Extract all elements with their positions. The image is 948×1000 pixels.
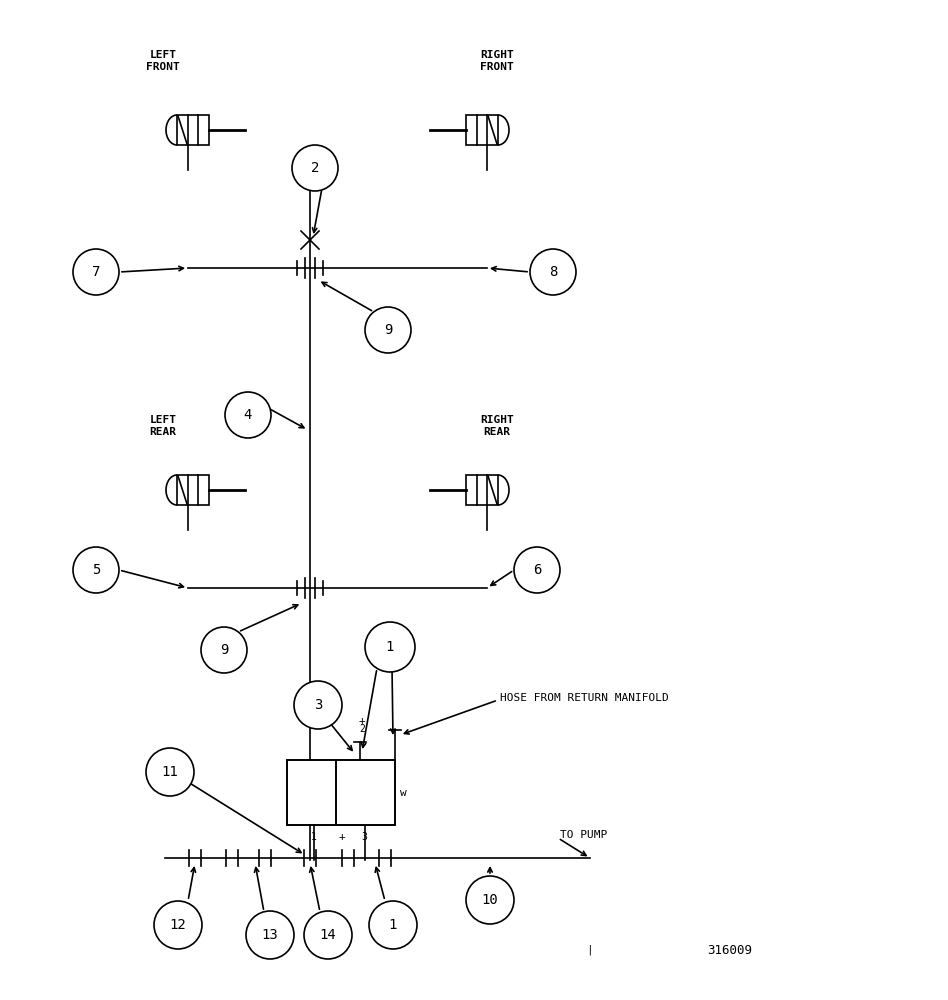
Text: 9: 9 <box>384 323 392 337</box>
Bar <box>466 115 498 145</box>
Text: 5: 5 <box>92 563 100 577</box>
Text: 13: 13 <box>262 928 279 942</box>
Text: 2: 2 <box>359 724 365 734</box>
Text: 6: 6 <box>533 563 541 577</box>
Circle shape <box>304 911 352 959</box>
Text: 1: 1 <box>389 918 397 932</box>
Circle shape <box>466 876 514 924</box>
Text: |: | <box>587 945 593 955</box>
Text: +: + <box>358 716 365 726</box>
Text: 7: 7 <box>92 265 100 279</box>
Text: 10: 10 <box>482 893 499 907</box>
Circle shape <box>514 547 560 593</box>
Circle shape <box>365 622 415 672</box>
Circle shape <box>369 901 417 949</box>
Circle shape <box>294 681 342 729</box>
Bar <box>177 115 209 145</box>
Text: 316009: 316009 <box>707 944 753 956</box>
Text: 3: 3 <box>362 832 368 842</box>
Text: 4: 4 <box>244 408 252 422</box>
Text: 14: 14 <box>319 928 337 942</box>
Text: 2: 2 <box>311 161 319 175</box>
Circle shape <box>225 392 271 438</box>
Text: 11: 11 <box>161 765 178 779</box>
Text: RIGHT
REAR: RIGHT REAR <box>480 415 514 437</box>
Text: 9: 9 <box>220 643 228 657</box>
Circle shape <box>530 249 576 295</box>
Text: 12: 12 <box>170 918 187 932</box>
Circle shape <box>246 911 294 959</box>
Text: LEFT
REAR: LEFT REAR <box>150 415 176 437</box>
Circle shape <box>146 748 194 796</box>
Circle shape <box>154 901 202 949</box>
Text: 1: 1 <box>386 640 394 654</box>
Text: +: + <box>338 832 345 842</box>
Circle shape <box>73 547 119 593</box>
Circle shape <box>73 249 119 295</box>
Text: 1: 1 <box>311 832 317 842</box>
Circle shape <box>365 307 411 353</box>
Text: 8: 8 <box>549 265 557 279</box>
Circle shape <box>292 145 338 191</box>
Bar <box>336 760 395 825</box>
Text: LEFT
FRONT: LEFT FRONT <box>146 50 180 72</box>
Text: HOSE FROM RETURN MANIFOLD: HOSE FROM RETURN MANIFOLD <box>500 693 668 703</box>
Bar <box>287 760 395 825</box>
Text: w: w <box>400 788 407 798</box>
Bar <box>287 760 336 825</box>
Circle shape <box>201 627 247 673</box>
Text: RIGHT
FRONT: RIGHT FRONT <box>480 50 514 72</box>
Text: TO PUMP: TO PUMP <box>560 830 608 840</box>
Bar <box>177 475 209 505</box>
Text: 3: 3 <box>314 698 322 712</box>
Bar <box>466 475 498 505</box>
